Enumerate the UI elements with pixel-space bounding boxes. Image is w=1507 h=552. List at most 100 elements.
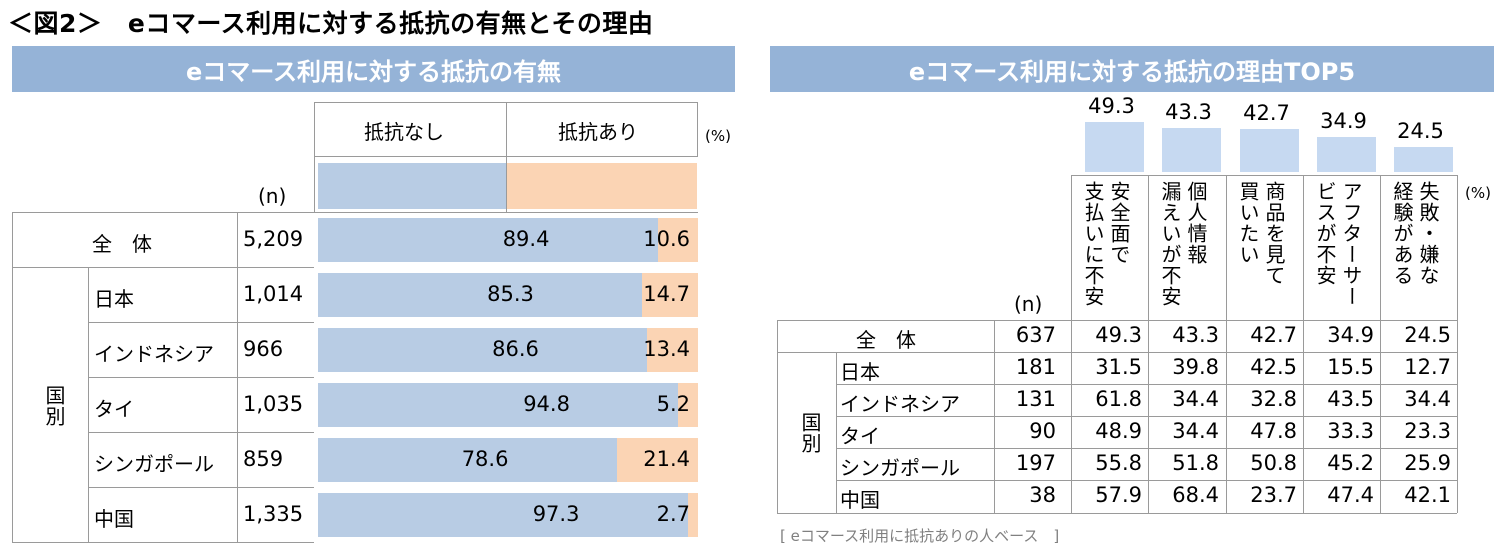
left-n-divider <box>237 212 238 542</box>
left-header-divider <box>506 102 507 212</box>
right-cell-value: 45.2 <box>1327 451 1374 475</box>
bar-label-resistance: 13.4 <box>643 337 690 361</box>
reason-bar-label: 34.9 <box>1320 108 1367 133</box>
right-row-label: 日本 <box>840 360 880 384</box>
left-row-label-total: 全 体 <box>92 232 152 256</box>
reason-header-text: 安全面で <box>1107 181 1131 265</box>
legend-resistance: 抵抗あり <box>558 120 638 144</box>
right-cell-value: 57.9 <box>1095 483 1142 507</box>
reason-header-text: 漏えいが不安 <box>1158 181 1182 307</box>
left-row-line-3 <box>88 377 314 378</box>
right-cell-value: 42.1 <box>1404 483 1451 507</box>
reason-bar-label: 42.7 <box>1243 100 1290 125</box>
right-cell-value: 31.5 <box>1095 355 1142 379</box>
legend-no-resistance: 抵抗なし <box>364 120 444 144</box>
right-cell-value: 39.8 <box>1172 355 1219 379</box>
left-row-label: 日本 <box>94 287 134 311</box>
right-cell-value: 47.4 <box>1327 483 1374 507</box>
reason-header-text: 支払いに不安 <box>1081 181 1105 307</box>
right-cell-value: 47.8 <box>1250 419 1297 443</box>
left-row-label: 中国 <box>94 507 134 531</box>
right-cell-value: 32.8 <box>1250 387 1297 411</box>
reason-header-text: 失敗・嫌な <box>1416 181 1440 286</box>
left-row-line-4 <box>88 432 314 433</box>
left-row-line-2 <box>88 322 314 323</box>
right-row-line-1 <box>777 352 1457 353</box>
reason-header-text: 個人情報 <box>1184 181 1208 265</box>
left-row-n: 1,035 <box>243 392 304 416</box>
right-row-n: 197 <box>1015 451 1056 475</box>
right-row-n: 38 <box>1029 483 1056 507</box>
bar-no-resistance <box>318 218 658 262</box>
left-group-label: 国別 <box>42 385 66 427</box>
left-n-header: (n) <box>258 184 287 208</box>
right-row-line-4 <box>836 448 1457 449</box>
right-table-bottom-line <box>777 513 1457 514</box>
right-row-n: 637 <box>1015 323 1056 347</box>
right-panel-title: eコマース利用に対する抵抗の理由TOP5 <box>770 46 1494 92</box>
right-cell-value: 25.9 <box>1404 451 1451 475</box>
bar-label-resistance: 14.7 <box>643 282 690 306</box>
left-row-n: 859 <box>243 447 284 471</box>
right-n-header: (n) <box>1014 292 1043 316</box>
legend-swatch-resistance <box>507 163 697 209</box>
right-cell-value: 24.5 <box>1404 323 1451 347</box>
right-row-label: インドネシア <box>840 392 960 416</box>
reason-bar <box>1085 122 1144 172</box>
reason-bar-label: 49.3 <box>1088 94 1135 118</box>
left-row-n: 5,209 <box>243 227 304 251</box>
left-table-top-line <box>12 212 698 213</box>
right-cell-value: 23.3 <box>1404 419 1451 443</box>
page-title: ＜図2＞ eコマース利用に対する抵抗の有無とその理由 <box>8 9 654 38</box>
left-header-right-line <box>697 102 698 156</box>
bar-no-resistance <box>318 383 679 427</box>
bar-no-resistance <box>318 273 643 317</box>
left-group-divider <box>88 267 89 542</box>
left-row-n: 966 <box>243 337 284 361</box>
bar-no-resistance <box>318 438 617 482</box>
reason-header-text: 買いたい <box>1236 181 1260 265</box>
right-group-divider <box>836 352 837 513</box>
right-cell-value: 34.4 <box>1172 387 1219 411</box>
bar-label-no-resistance: 78.6 <box>461 447 509 471</box>
bar-resistance <box>616 438 698 482</box>
bar-no-resistance <box>318 493 688 537</box>
right-table-left-line <box>777 320 778 513</box>
left-header-left-line <box>314 102 315 212</box>
bar-label-no-resistance: 85.3 <box>487 282 534 306</box>
bar-resistance <box>647 328 698 372</box>
right-cell-value: 51.8 <box>1172 451 1219 475</box>
right-cell-value: 61.8 <box>1095 387 1142 411</box>
left-row-n: 1,335 <box>243 502 304 526</box>
right-cell-value: 15.5 <box>1327 355 1374 379</box>
right-row-label-total: 全 体 <box>856 328 916 352</box>
right-cell-value: 34.4 <box>1172 419 1219 443</box>
reason-bar <box>1162 128 1221 172</box>
reason-header-text: 経験がある <box>1390 181 1414 286</box>
right-row-n: 90 <box>1029 419 1056 443</box>
right-row-label: シンガポール <box>840 456 960 480</box>
bar-no-resistance <box>318 328 648 372</box>
reason-bar-label: 43.3 <box>1165 100 1212 125</box>
right-cell-value: 55.8 <box>1095 451 1142 475</box>
bar-label-resistance: 10.6 <box>643 227 690 251</box>
bar-label-no-resistance: 97.3 <box>532 502 580 526</box>
right-row-n: 181 <box>1015 355 1056 379</box>
right-col-line-0 <box>1071 175 1072 513</box>
left-row-label: タイ <box>94 397 134 421</box>
right-unit-label: (%) <box>1465 184 1491 202</box>
right-cell-value: 42.7 <box>1250 323 1297 347</box>
right-table-top-line <box>777 320 1457 321</box>
right-cell-value: 48.9 <box>1095 419 1142 443</box>
right-header-top-line <box>1071 175 1457 176</box>
reason-header-text: アフターサー <box>1339 181 1363 307</box>
right-cell-value: 34.9 <box>1327 323 1374 347</box>
right-row-line-5 <box>836 480 1457 481</box>
right-cell-value: 68.4 <box>1172 483 1219 507</box>
bar-label-resistance: 2.7 <box>656 502 690 526</box>
legend-swatch-no-resistance <box>318 163 506 209</box>
bar-resistance <box>678 383 698 427</box>
right-n-left-line <box>994 320 995 513</box>
right-row-line-3 <box>836 416 1457 417</box>
left-panel-title: eコマース利用に対する抵抗の有無 <box>12 46 735 92</box>
